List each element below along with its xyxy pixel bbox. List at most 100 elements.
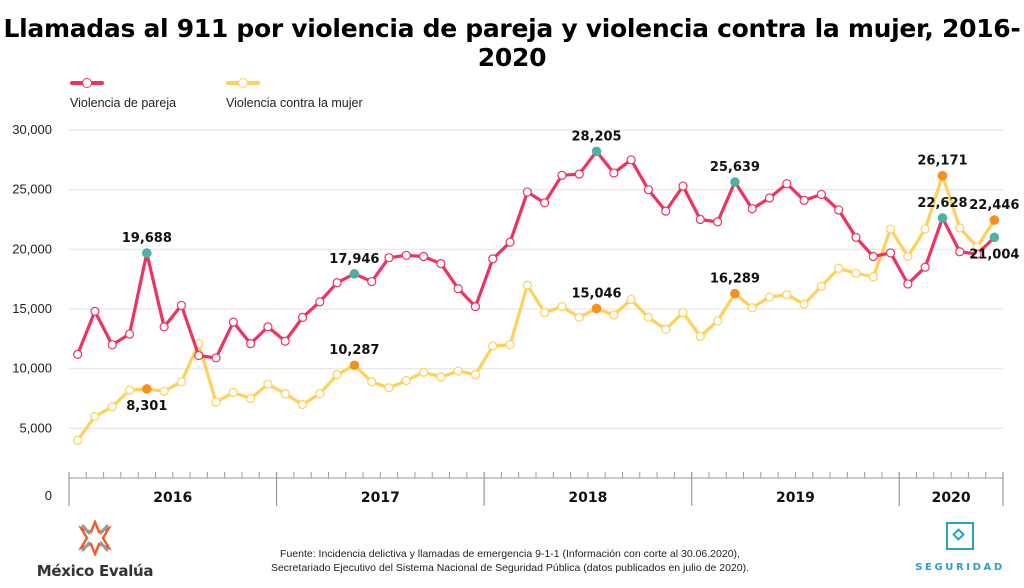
data-point: [246, 393, 256, 404]
data-point: [107, 340, 117, 350]
data-point: [367, 276, 377, 287]
data-point: [920, 262, 930, 272]
data-point: [505, 237, 515, 247]
y-tick-label: 20,000: [12, 241, 52, 256]
mexico-evalua-name: México Evalúa: [36, 562, 154, 580]
source-note: Fuente: Incidencia delictiva y llamadas …: [230, 547, 790, 575]
data-point: [211, 353, 221, 363]
data-point: [713, 316, 723, 326]
highlight-point: [349, 269, 360, 279]
legend-item-mujer: Violencia contra la mujer: [226, 76, 363, 110]
data-point: [228, 317, 238, 327]
data-point: [955, 247, 965, 257]
y-axis: 0 5,000 10,000 15,000 20,000 25,000 30,000: [12, 122, 52, 503]
data-label: 26,171: [917, 154, 967, 169]
data-label: 8,301: [126, 399, 167, 414]
data-point: [557, 302, 567, 312]
highlight-point: [937, 213, 948, 223]
y-tick-label: 25,000: [12, 182, 52, 197]
source-line-1: Fuente: Incidencia delictiva y llamadas …: [280, 548, 740, 560]
year-label: 2016: [153, 490, 192, 506]
data-point: [246, 339, 256, 349]
data-point: [540, 198, 550, 208]
data-point: [799, 195, 809, 206]
data-point: [384, 383, 394, 393]
data-point: [263, 379, 273, 389]
data-point: [626, 294, 636, 305]
data-point: [194, 350, 204, 361]
data-point: [609, 168, 619, 178]
data-label: 10,287: [329, 343, 379, 358]
y-tick-label: 30,000: [12, 122, 52, 137]
legend-label: Violencia de pareja: [70, 96, 177, 110]
highlight-point: [730, 177, 740, 187]
data-point: [713, 217, 723, 227]
data-point: [834, 205, 844, 215]
year-label: 2019: [776, 490, 815, 506]
data-point: [159, 386, 169, 396]
data-point: [799, 299, 809, 309]
data-point: [764, 193, 775, 203]
diamond-box-icon: [946, 522, 974, 550]
data-point: [315, 297, 325, 307]
data-point: [695, 331, 705, 342]
y-tick-label: 15,000: [12, 301, 52, 316]
data-point: [643, 185, 654, 195]
data-point: [401, 250, 411, 260]
highlight-point: [142, 248, 152, 258]
y-tick-label: 5,000: [19, 420, 52, 435]
highlight-point: [591, 146, 602, 157]
data-label: 19,688: [122, 231, 172, 246]
y-tick-label: 0: [45, 488, 52, 503]
data-point: [782, 179, 792, 189]
star-logo-icon: [78, 518, 112, 558]
data-point: [903, 279, 913, 289]
data-point: [280, 336, 290, 346]
highlight-point: [730, 288, 740, 299]
data-point: [782, 290, 792, 300]
data-point: [159, 322, 169, 332]
data-point: [418, 367, 429, 377]
data-point: [453, 284, 463, 294]
data-point: [643, 312, 654, 322]
series: [73, 146, 1000, 445]
data-point: [297, 312, 308, 322]
data-point: [834, 263, 844, 274]
data-point: [124, 385, 135, 395]
data-point: [868, 272, 878, 282]
data-point: [176, 300, 187, 311]
gridlines: [69, 129, 1003, 429]
data-point: [488, 341, 498, 351]
data-label: 15,046: [571, 286, 621, 301]
data-point: [332, 278, 342, 288]
data-point: [263, 322, 273, 332]
data-point: [332, 370, 342, 380]
year-label: 2020: [932, 490, 971, 506]
x-axis: 2016 2017 2018 2019 2020: [68, 472, 1004, 506]
data-point: [678, 307, 688, 318]
mexico-evalua-logo: México Evalúa: [30, 518, 160, 580]
legend-label: Violencia contra la mujer: [226, 96, 363, 110]
data-point: [920, 224, 930, 234]
legend-line-mujer-icon: [226, 76, 260, 90]
data-point: [280, 389, 290, 399]
data-point: [661, 206, 671, 216]
data-point: [384, 253, 394, 263]
series-line-pareja: [76, 149, 996, 360]
data-point: [228, 387, 238, 398]
data-point: [851, 232, 861, 242]
data-point: [401, 376, 411, 386]
data-point: [470, 370, 481, 380]
data-point: [851, 268, 861, 278]
data-point: [176, 377, 187, 387]
data-point: [885, 224, 896, 234]
data-point: [540, 307, 550, 318]
data-label: 17,946: [329, 252, 379, 267]
data-point: [522, 280, 532, 290]
legend-line-pareja-icon: [70, 76, 104, 90]
highlight-point: [937, 170, 948, 181]
seguridad-name: SEGURIDAD: [915, 562, 1005, 573]
chart-title: Llamadas al 911 por violencia de pareja …: [3, 14, 1021, 72]
data-point: [453, 366, 463, 376]
